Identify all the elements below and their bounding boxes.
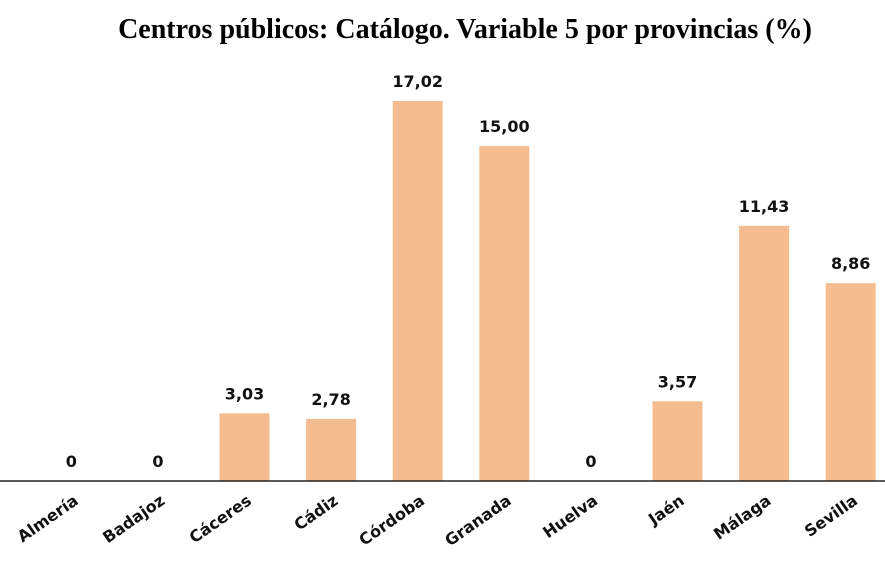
x-tick-label: Cáceres [186, 491, 255, 547]
x-tick-label: Granada [441, 491, 514, 550]
chart-title: Centros públicos: Catálogo. Variable 5 p… [118, 14, 812, 45]
value-label: 17,02 [392, 72, 443, 91]
bar [825, 283, 876, 481]
value-label: 8,86 [831, 254, 870, 273]
value-label: 2,78 [311, 390, 350, 409]
x-tick-label: Jaén [644, 491, 688, 530]
x-tick-label: Almería [14, 491, 82, 546]
value-label: 15,00 [479, 117, 530, 136]
value-label: 0 [152, 452, 163, 471]
x-tick-label: Córdoba [355, 491, 428, 550]
x-tick-label: Badajoz [99, 491, 168, 547]
x-tick-label: Huelva [539, 491, 601, 542]
bar [392, 101, 443, 481]
bar [306, 418, 357, 481]
bar [739, 225, 790, 481]
value-label: 3,03 [225, 384, 264, 403]
x-tick-label: Sevilla [801, 491, 861, 541]
value-label: 11,43 [739, 197, 790, 216]
bar [479, 146, 530, 481]
x-tick-label: Málaga [710, 491, 774, 544]
value-label: 3,57 [658, 372, 697, 391]
value-label: 0 [66, 452, 77, 471]
bar [219, 413, 270, 481]
value-label: 0 [585, 452, 596, 471]
x-tick-label: Cádiz [291, 491, 342, 535]
bar [652, 401, 703, 481]
